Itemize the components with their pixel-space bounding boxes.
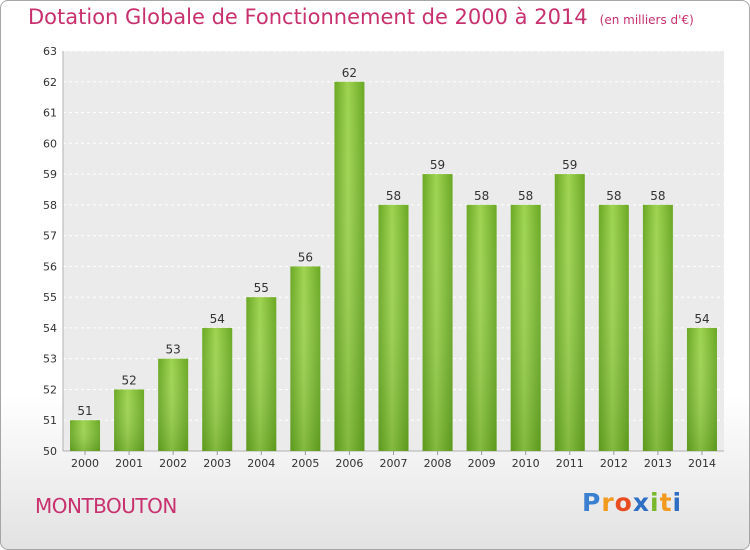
logo-letter: t [659, 488, 673, 517]
y-tick-label: 56 [43, 260, 57, 273]
data-label: 53 [166, 343, 181, 357]
y-tick-label: 50 [43, 445, 57, 458]
y-tick-label: 52 [43, 383, 57, 396]
data-label: 59 [430, 158, 445, 172]
x-tick-label: 2013 [644, 457, 672, 470]
y-tick-label: 62 [43, 76, 57, 89]
bar-shade [686, 327, 717, 451]
x-tick-label: 2004 [247, 457, 275, 470]
data-label: 52 [121, 373, 136, 387]
x-tick-label: 2000 [71, 457, 99, 470]
y-tick-label: 63 [43, 45, 57, 58]
x-tick-label: 2002 [159, 457, 187, 470]
x-tick-label: 2003 [203, 457, 231, 470]
bar-shade [114, 389, 145, 451]
x-tick-label: 2006 [335, 457, 363, 470]
data-label: 58 [650, 189, 665, 203]
bar-shade [202, 327, 233, 451]
y-tick-label: 59 [43, 168, 57, 181]
y-tick-label: 54 [43, 322, 57, 335]
logo-letter: P [582, 488, 602, 517]
data-label: 54 [694, 312, 709, 326]
logo-letter: i [672, 488, 683, 517]
bar-shade [246, 297, 277, 451]
bar-shade [642, 204, 673, 451]
chart-subtitle: (en milliers d'€) [599, 13, 694, 27]
y-tick-label: 51 [43, 414, 57, 427]
y-tick-label: 60 [43, 137, 57, 150]
bar-shade [598, 204, 629, 451]
data-label: 58 [518, 189, 533, 203]
logo-letter: r [601, 488, 615, 517]
bar-shade [334, 81, 365, 452]
bar-shade [554, 174, 585, 452]
bar-shade [378, 204, 409, 451]
data-label: 62 [342, 66, 357, 80]
x-tick-label: 2007 [380, 457, 408, 470]
bar-shade [510, 204, 541, 451]
x-tick-label: 2001 [115, 457, 143, 470]
data-label: 58 [386, 189, 401, 203]
logo-letter: i [650, 488, 660, 517]
chart-title-text: Dotation Globale de Fonctionnement de 20… [28, 5, 588, 29]
bar-shade [466, 204, 497, 451]
bar-shade [422, 174, 453, 452]
data-label: 59 [562, 158, 577, 172]
data-label: 56 [298, 250, 313, 264]
x-tick-label: 2005 [291, 457, 319, 470]
x-tick-label: 2014 [688, 457, 716, 470]
data-label: 58 [474, 189, 489, 203]
x-tick-label: 2009 [468, 457, 496, 470]
x-tick-label: 2008 [424, 457, 452, 470]
chart-title: Dotation Globale de Fonctionnement de 20… [28, 5, 694, 29]
y-tick-label: 57 [43, 230, 57, 243]
proxiti-logo: Proxiti [582, 488, 682, 517]
bar-shade [70, 420, 101, 451]
data-label: 55 [254, 281, 269, 295]
logo-letter: o [614, 488, 633, 517]
data-label: 54 [210, 312, 225, 326]
logo-letter: x [632, 488, 650, 517]
bar-shade [158, 358, 189, 451]
y-tick-label: 55 [43, 291, 57, 304]
city-name: MONTBOUTON [35, 494, 177, 518]
bar-shade [290, 266, 321, 451]
data-label: 51 [77, 404, 92, 418]
data-label: 58 [606, 189, 621, 203]
x-tick-label: 2011 [556, 457, 584, 470]
y-tick-label: 53 [43, 353, 57, 366]
y-tick-label: 61 [43, 107, 57, 120]
x-tick-label: 2010 [512, 457, 540, 470]
y-tick-label: 58 [43, 199, 57, 212]
x-tick-label: 2012 [600, 457, 628, 470]
